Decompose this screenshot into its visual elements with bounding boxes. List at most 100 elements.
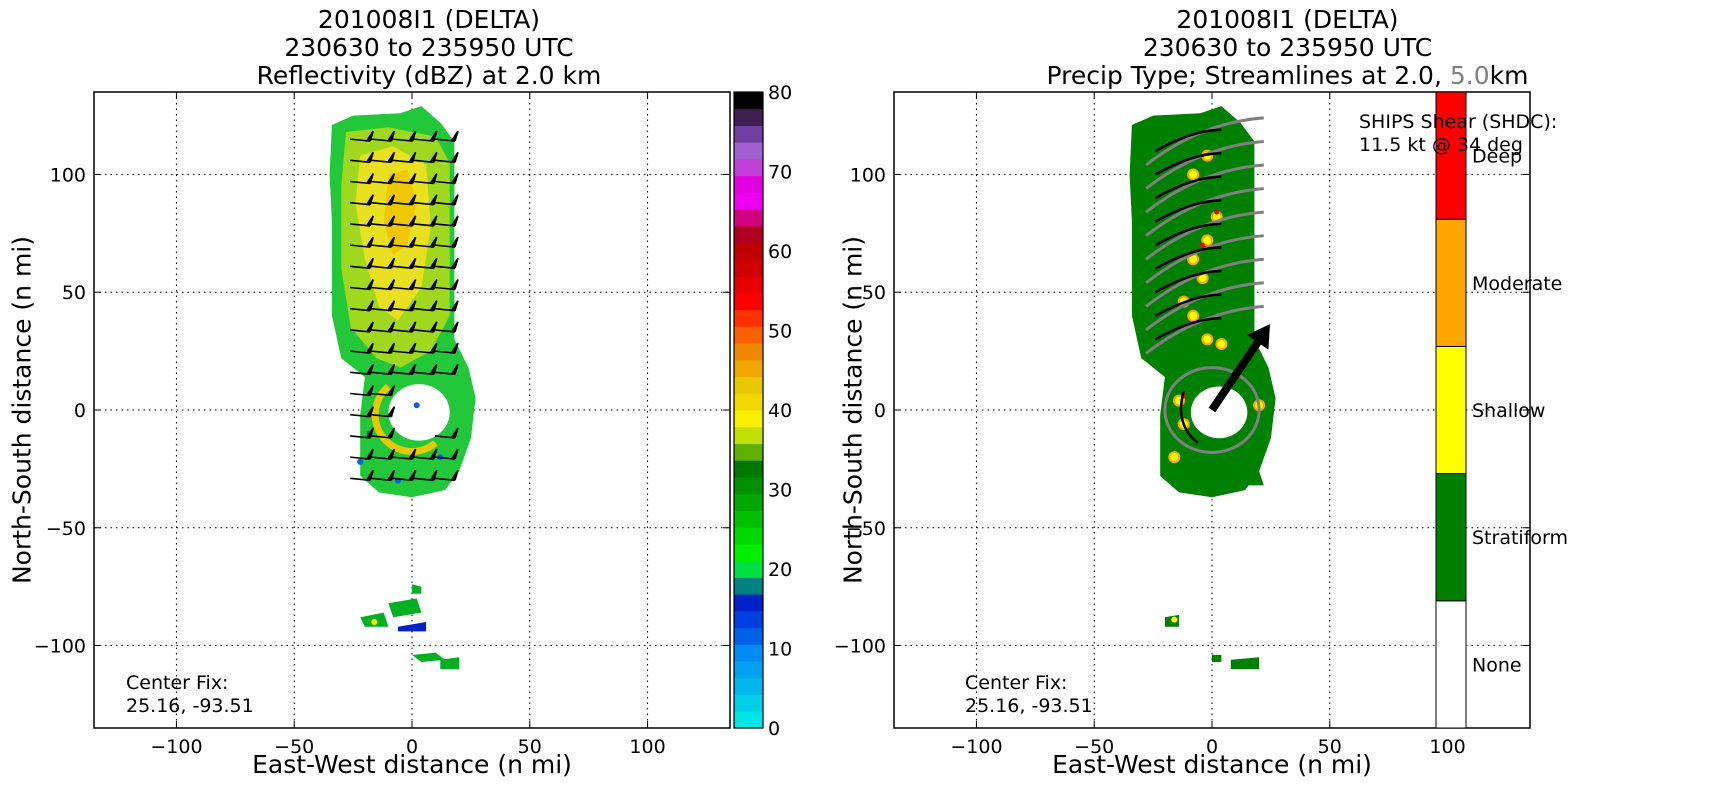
wind-barb <box>392 194 417 206</box>
colorbar-swatch <box>734 627 763 645</box>
right-tick-labels: −100 −50 0 50 100 −100 −50 0 50 100 <box>834 92 1530 758</box>
wind-barb <box>434 173 459 185</box>
convective-cell <box>1187 309 1200 322</box>
wind-barb <box>350 385 374 397</box>
wind-barb <box>434 342 459 354</box>
storm-eye <box>388 384 450 441</box>
shallow-cell <box>1171 616 1178 623</box>
wind-barb <box>434 321 459 333</box>
colorbar-tick-label: 30 <box>768 480 792 502</box>
colorbar-swatch <box>734 175 763 193</box>
wind-barb <box>371 257 396 270</box>
left-title-line3: Reflectivity (dBZ) at 2.0 km <box>256 61 602 90</box>
colorbar-swatch <box>734 393 763 411</box>
wind-barb <box>392 363 417 376</box>
reflectivity-speck <box>357 458 364 465</box>
streamline-2km <box>1154 246 1222 270</box>
wind-barb <box>371 427 396 439</box>
streamline-2km <box>1154 151 1222 176</box>
right-xtick-label: 100 <box>1429 736 1465 758</box>
colorbar-swatch <box>734 677 763 696</box>
wind-barb <box>434 279 459 291</box>
left-y-axis-label: North-South distance (n mi) <box>7 235 37 585</box>
colorbar-swatch <box>734 661 763 679</box>
colorbar-swatch <box>734 493 763 511</box>
wind-barb <box>392 130 417 142</box>
southern-cell-high <box>371 619 378 625</box>
southern-cell <box>397 622 427 632</box>
left-xtick-label: 100 <box>629 736 665 758</box>
wind-barb <box>371 194 396 206</box>
colorbar-swatch <box>734 276 763 294</box>
precip-type-panel: 201008I1 (DELTA) 230630 to 235950 UTC Pr… <box>834 0 1717 787</box>
streamline-2km <box>1154 128 1222 152</box>
wind-barb <box>350 257 374 270</box>
streamline-2km <box>1154 222 1222 247</box>
convective-cell <box>1201 333 1214 346</box>
right-xtick-label: 50 <box>1318 736 1342 758</box>
convective-cell <box>1168 451 1181 464</box>
stratiform-fragment <box>1164 468 1194 481</box>
reflectivity-panel: 201008I1 (DELTA) 230630 to 235950 UTC Re… <box>0 0 858 787</box>
category-label-none: None <box>1472 654 1522 676</box>
convective-cell <box>1201 234 1214 247</box>
wind-barb <box>350 130 374 142</box>
wind-barb <box>371 342 396 354</box>
wind-barb <box>434 300 459 312</box>
colorbar-swatch <box>734 560 763 578</box>
wind-barb <box>413 363 438 376</box>
right-center-fix-value: 25.16, -93.51 <box>965 695 1093 717</box>
reflectivity-colorbar-ticks: 0 10 20 30 40 50 60 70 80 <box>768 82 792 740</box>
wind-barb <box>350 279 374 291</box>
wind-barb <box>413 279 438 291</box>
shear-value: 11.5 kt @ 34 deg <box>1359 134 1523 156</box>
reflectivity-speck <box>413 402 420 409</box>
colorbar-tick-label: 80 <box>768 82 792 104</box>
wind-barb <box>392 257 417 270</box>
shear-arrow <box>1208 324 1270 413</box>
colorbar-frame <box>733 91 764 729</box>
colorbar-swatch <box>734 326 763 344</box>
colorbar-swatch <box>734 410 763 428</box>
left-title-line1: 201008I1 (DELTA) <box>317 5 541 34</box>
wind-barb <box>371 173 396 185</box>
southern-cell <box>412 652 445 662</box>
colorbar-swatch <box>734 426 763 444</box>
colorbar-swatch <box>734 309 763 327</box>
left-x-axis-label: East-West distance (n mi) <box>252 750 572 779</box>
wind-barb <box>371 130 396 142</box>
right-y-axis-label: North-South distance (n mi) <box>838 235 868 585</box>
category-swatch-none <box>1435 600 1467 729</box>
left-xtick-label: 50 <box>518 736 542 758</box>
right-ytick-label: −100 <box>834 636 886 658</box>
category-swatch-shallow <box>1435 345 1467 475</box>
wind-barb <box>413 151 438 164</box>
stratiform-fragment <box>1230 657 1260 670</box>
streamline-2km <box>1154 269 1222 294</box>
eyewall-band <box>371 383 438 455</box>
colorbar-swatch <box>734 711 763 729</box>
wind-barb <box>413 300 438 312</box>
wind-barb <box>392 215 417 227</box>
wind-barb <box>413 321 438 333</box>
wind-barb <box>350 215 374 227</box>
colorbar-tick-label: 40 <box>768 400 792 422</box>
right-title-line1: 201008I1 (DELTA) <box>1176 5 1399 34</box>
wind-barb <box>371 363 396 376</box>
category-label-stratiform: Stratiform <box>1472 527 1568 549</box>
wind-barb <box>392 151 417 164</box>
colorbar-swatch <box>734 158 763 177</box>
precip-type-colorbar: None Stratiform Shallow Moderate Deep <box>1435 91 1568 729</box>
colorbar-swatch <box>734 292 763 311</box>
wind-barb <box>350 342 374 354</box>
wind-barb <box>413 130 438 142</box>
wind-barb <box>350 427 374 439</box>
colorbar-swatch <box>734 92 763 110</box>
streamline-2km <box>1154 175 1222 200</box>
wind-barb <box>434 194 459 206</box>
colorbar-swatch <box>734 192 763 210</box>
southern-cell <box>440 657 460 670</box>
convective-cell <box>1215 338 1228 351</box>
wind-barb <box>371 236 396 248</box>
southern-cell <box>412 584 422 594</box>
